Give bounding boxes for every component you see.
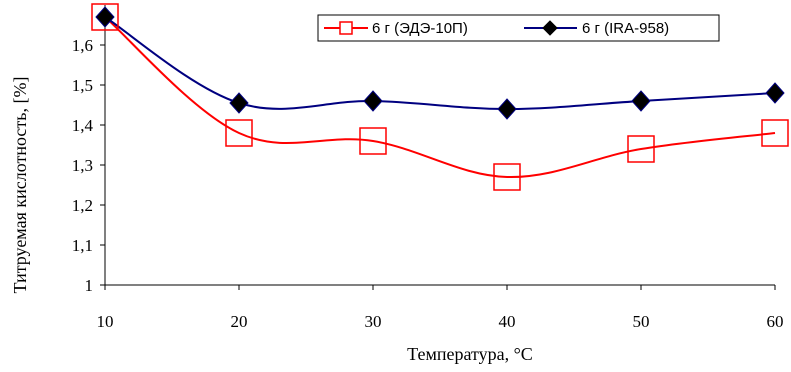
legend-label-series-1: 6 г (ЭДЭ-10П) — [372, 20, 468, 37]
legend: 6 г (ЭДЭ-10П) 6 г (IRA-958) — [317, 14, 720, 42]
x-tick-label: 50 — [633, 312, 650, 331]
y-tick-label: 1 — [85, 276, 94, 295]
series-2-point — [363, 90, 383, 112]
series-2-point — [497, 98, 517, 120]
y-tick-label: 1,6 — [72, 36, 93, 55]
series-1-point — [225, 119, 253, 147]
series-1-point — [359, 127, 387, 155]
x-axis-title: Температура, °C — [407, 344, 533, 364]
legend-item-edе: 6 г (ЭДЭ-10П) — [324, 20, 468, 37]
series-2-point — [95, 6, 115, 28]
x-tick-label: 60 — [767, 312, 784, 331]
x-tick-label: 20 — [231, 312, 248, 331]
y-tick-label: 1,3 — [72, 156, 93, 175]
series-layer — [91, 3, 789, 191]
series-1-point — [761, 119, 789, 147]
series-2-point — [631, 90, 651, 112]
x-ticks: 10 20 30 40 50 60 — [97, 285, 784, 331]
series-2-point — [765, 82, 785, 104]
y-axis-title: Титруемая кислотность, [%] — [10, 77, 30, 294]
y-tick-label: 1,2 — [72, 196, 93, 215]
legend-marker-series-2 — [542, 20, 558, 36]
y-tick-label: 1,1 — [72, 236, 93, 255]
legend-box — [317, 14, 720, 42]
y-tick-label: 1,5 — [72, 76, 93, 95]
y-ticks: 1 1,1 1,2 1,3 1,4 1,5 1,6 — [72, 36, 105, 295]
series-2-point — [229, 92, 249, 114]
series-line-1 — [104, 16, 776, 179]
x-tick-label: 30 — [365, 312, 382, 331]
x-tick-label: 40 — [499, 312, 516, 331]
series-line-2 — [104, 16, 776, 111]
series-1-point — [627, 135, 655, 163]
series-1-point — [91, 3, 119, 31]
y-tick-label: 1,4 — [72, 116, 94, 135]
series-1-point — [493, 163, 521, 191]
legend-label-series-2: 6 г (IRA-958) — [582, 20, 669, 37]
legend-marker-series-1 — [339, 21, 353, 35]
legend-item-ira: 6 г (IRA-958) — [524, 20, 669, 37]
x-tick-label: 10 — [97, 312, 114, 331]
